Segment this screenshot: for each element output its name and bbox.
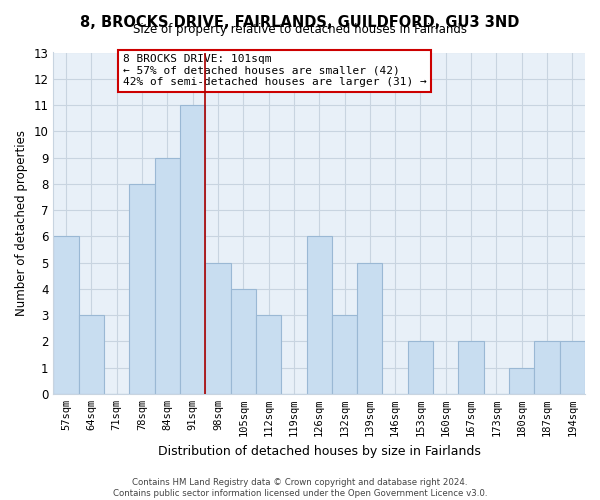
Bar xyxy=(332,315,357,394)
Bar xyxy=(256,315,281,394)
Bar xyxy=(458,342,484,394)
Text: 8 BROCKS DRIVE: 101sqm
← 57% of detached houses are smaller (42)
42% of semi-det: 8 BROCKS DRIVE: 101sqm ← 57% of detached… xyxy=(122,54,426,88)
Bar xyxy=(79,315,104,394)
Bar xyxy=(230,289,256,394)
Bar xyxy=(180,105,205,394)
X-axis label: Distribution of detached houses by size in Fairlands: Distribution of detached houses by size … xyxy=(158,444,481,458)
Bar xyxy=(560,342,585,394)
Bar xyxy=(307,236,332,394)
Y-axis label: Number of detached properties: Number of detached properties xyxy=(15,130,28,316)
Bar xyxy=(509,368,535,394)
Bar xyxy=(535,342,560,394)
Text: Size of property relative to detached houses in Fairlands: Size of property relative to detached ho… xyxy=(133,22,467,36)
Bar xyxy=(205,262,230,394)
Bar xyxy=(357,262,382,394)
Bar xyxy=(155,158,180,394)
Text: 8, BROCKS DRIVE, FAIRLANDS, GUILDFORD, GU3 3ND: 8, BROCKS DRIVE, FAIRLANDS, GUILDFORD, G… xyxy=(80,15,520,30)
Bar xyxy=(130,184,155,394)
Bar xyxy=(408,342,433,394)
Text: Contains HM Land Registry data © Crown copyright and database right 2024.
Contai: Contains HM Land Registry data © Crown c… xyxy=(113,478,487,498)
Bar xyxy=(53,236,79,394)
